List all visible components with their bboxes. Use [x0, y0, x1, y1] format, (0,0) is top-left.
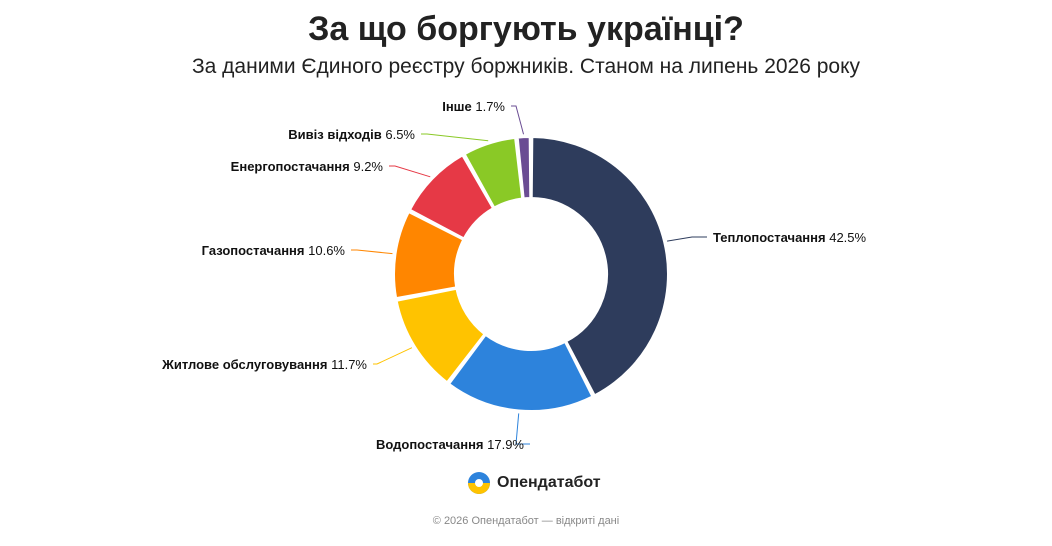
slice-енергопостачання [409, 154, 494, 240]
slice-label-газопостачання: Газопостачання 10.6% [202, 243, 346, 258]
slice-label-інше: Інше 1.7% [442, 99, 505, 114]
slice-водопостачання [448, 333, 594, 412]
opendatabot-logo-icon [468, 472, 490, 494]
slice-теплопостачання [530, 136, 669, 397]
slice-житлове-обслуговування [395, 287, 486, 384]
slice-label-водопостачання: Водопостачання 17.9% [376, 437, 524, 452]
leader-line-водопостачання [515, 413, 530, 445]
slice-label-вивіз-відходів: Вивіз відходів 6.5% [288, 127, 415, 142]
leader-line-інше [511, 105, 525, 135]
slice-label-теплопостачання: Теплопостачання 42.5% [713, 230, 867, 245]
brand-name: Опендатабот [497, 474, 601, 491]
leader-line-теплопостачання [667, 236, 707, 242]
slice-газопостачання [393, 211, 465, 300]
slice-вивіз-відходів [463, 136, 524, 209]
slice-label-житлове-обслуговування: Житлове обслуговування 11.7% [161, 357, 367, 372]
leader-line-енергопостачання [389, 165, 431, 178]
slice-label-енергопостачання: Енергопостачання 9.2% [231, 159, 384, 174]
leader-line-житлове-обслуговування [373, 347, 413, 365]
leader-line-газопостачання [351, 249, 393, 255]
leader-line-вивіз-відходів [421, 133, 489, 142]
chart-title: За що боргують українці? [308, 10, 744, 48]
chart-subtitle: За даними Єдиного реєстру боржників. Ста… [191, 55, 861, 78]
footer-text: © 2026 Опендатабот — відкриті дані [432, 515, 620, 527]
slice-інше [516, 136, 532, 200]
brand: Опендатабот [467, 470, 601, 496]
